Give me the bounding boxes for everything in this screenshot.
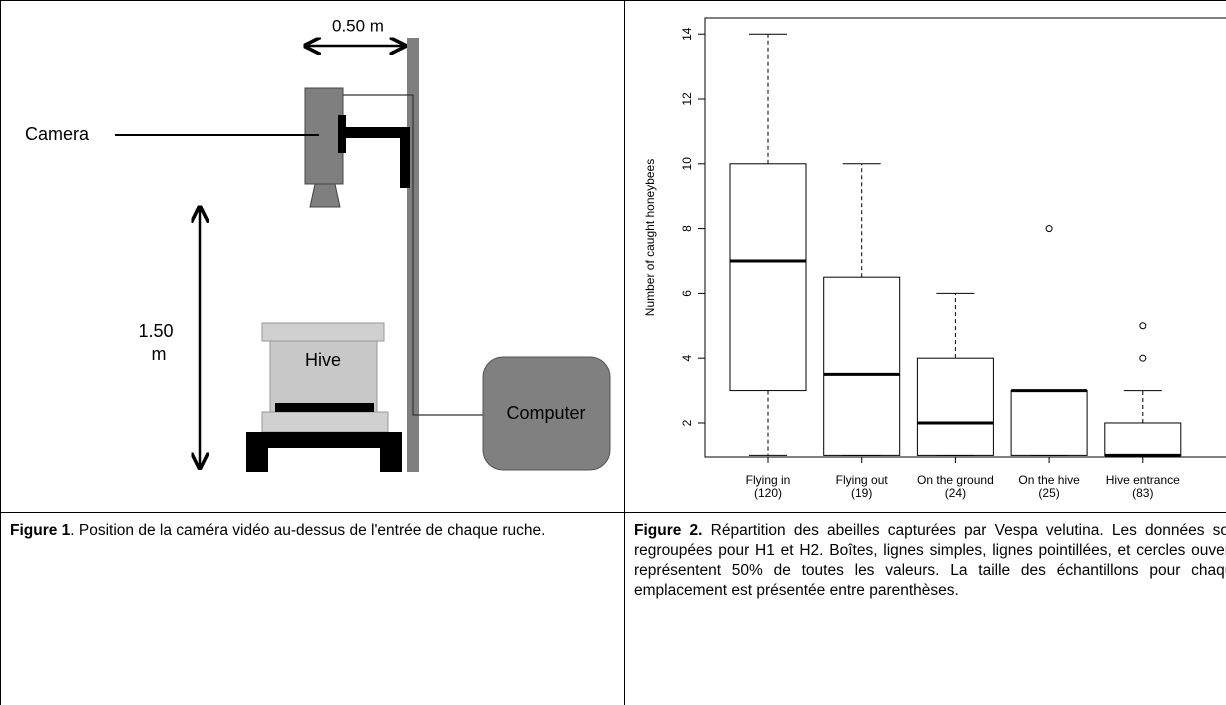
caption-label: Figure 2.	[634, 522, 703, 539]
dimension-label: 0.50 m	[332, 16, 384, 35]
table-border	[0, 0, 1, 705]
x-tick-label: On the hive	[1018, 473, 1080, 487]
outlier	[1045, 225, 1053, 233]
y-tick-label: 6	[680, 290, 694, 297]
caption: Figure 1. Position de la caméra vidéo au…	[10, 521, 613, 541]
x-tick-label: Hive entrance	[1106, 473, 1180, 487]
y-tick-label: 8	[680, 225, 694, 232]
x-tick-label: (120)	[754, 486, 782, 500]
box	[729, 163, 807, 392]
hive-body	[269, 340, 378, 414]
cable	[343, 94, 483, 416]
box	[823, 276, 901, 456]
camera-lens	[309, 183, 341, 208]
x-tick-label: (24)	[945, 486, 966, 500]
y-axis-label: Number of caught honeybees	[643, 159, 657, 316]
caption-text: Répartition des abeilles capturées par V…	[634, 522, 1226, 599]
x-tick-label: (25)	[1038, 486, 1059, 500]
computer	[482, 356, 611, 471]
y-tick-label: 4	[680, 355, 694, 362]
x-tick-label: (19)	[851, 486, 872, 500]
camera-label: Camera	[25, 124, 90, 144]
chart: 2 4 6 8 10 12 14 Number of caught honeybees Flyi…	[643, 17, 1226, 500]
table-border	[0, 0, 1226, 1]
bracket	[400, 127, 410, 188]
x-tick-label: Flying out	[836, 473, 889, 487]
hive-base	[261, 411, 389, 433]
y-tick-label: 2	[680, 419, 694, 426]
y-tick-label: 10	[680, 157, 694, 171]
stand-leg	[380, 448, 402, 472]
stand	[246, 432, 402, 448]
plot-frame	[704, 17, 1226, 458]
setup-diagram: 0.50 m Camera 1.50 m Hive Computer	[25, 16, 611, 472]
hive-entrance	[275, 403, 374, 412]
hive-lid	[261, 322, 385, 342]
box	[1104, 422, 1182, 456]
caption-label: Figure 1	[10, 522, 71, 539]
dimension-label: m	[152, 344, 167, 364]
caption: Figure 2. Répartition des abeilles captu…	[634, 521, 1226, 601]
outlier	[1139, 322, 1147, 330]
computer-label: Computer	[506, 403, 585, 423]
x-tick-label: Flying in	[746, 473, 791, 487]
bracket	[341, 127, 410, 138]
hive-label: Hive	[305, 350, 341, 370]
caption-text: . Position de la caméra vidéo au-dessus …	[70, 522, 546, 539]
box	[1010, 390, 1088, 456]
y-tick-label: 12	[680, 92, 694, 106]
x-tick-label: (83)	[1132, 486, 1153, 500]
box	[916, 357, 994, 456]
table-border	[0, 512, 1226, 513]
stand-leg	[246, 448, 268, 472]
table-border	[624, 0, 625, 705]
x-tick-label: On the ground	[917, 473, 994, 487]
y-tick-label: 14	[680, 27, 694, 41]
outlier	[1139, 354, 1147, 362]
dimension-label: 1.50	[138, 321, 173, 341]
